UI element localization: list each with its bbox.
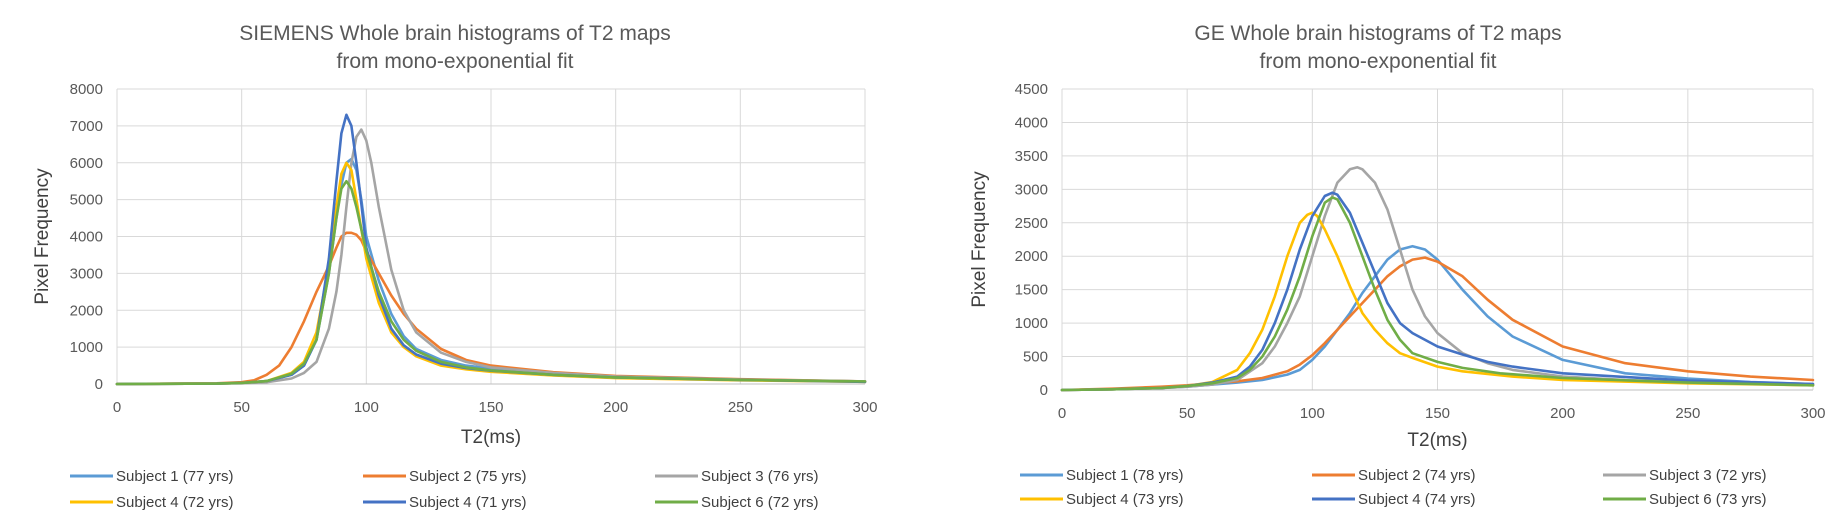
y-axis-label: Pixel Frequency (32, 168, 53, 305)
legend-label: Subject 4 (73 yrs) (1066, 491, 1184, 508)
x-axis-label: T2(ms) (461, 427, 521, 448)
y-tick-label: 2000 (70, 302, 103, 319)
legend-label: Subject 3 (72 yrs) (1649, 467, 1767, 484)
y-tick-label: 1000 (70, 339, 103, 356)
y-axis-label: Pixel Frequency (969, 171, 990, 308)
series-line-3 (115, 128, 867, 386)
y-tick-label: 7000 (70, 118, 103, 135)
y-tick-label: 500 (1023, 349, 1048, 366)
legend-label: Subject 3 (76 yrs) (701, 468, 819, 485)
legend-label: Subject 4 (72 yrs) (116, 494, 234, 511)
x-tick-label: 250 (1675, 405, 1700, 422)
legend-label: Subject 4 (74 yrs) (1358, 491, 1476, 508)
series-line-6 (115, 179, 867, 386)
y-tick-label: 4000 (1015, 114, 1048, 131)
y-tick-label: 3000 (1015, 181, 1048, 198)
x-tick-label: 200 (603, 399, 628, 416)
y-tick-label: 0 (95, 376, 103, 393)
chart-title: SIEMENS Whole brain histograms of T2 map… (239, 22, 670, 45)
series-line-6 (1060, 196, 1815, 392)
x-tick-label: 50 (1179, 405, 1196, 422)
x-tick-label: 100 (1300, 405, 1325, 422)
legend-label: Subject 6 (73 yrs) (1649, 491, 1767, 508)
x-tick-label: 200 (1550, 405, 1575, 422)
x-tick-label: 300 (852, 399, 877, 416)
legend-label: Subject 1 (78 yrs) (1066, 467, 1184, 484)
x-tick-label: 100 (354, 399, 379, 416)
y-tick-label: 8000 (70, 81, 103, 98)
legend-label: Subject 4 (71 yrs) (409, 494, 527, 511)
x-tick-label: 0 (1058, 405, 1066, 422)
x-tick-label: 50 (233, 399, 250, 416)
chart-1: SIEMENS Whole brain histograms of T2 map… (32, 22, 878, 511)
y-tick-label: 0 (1040, 382, 1048, 399)
x-tick-label: 150 (478, 399, 503, 416)
y-tick-label: 3000 (70, 265, 103, 282)
y-tick-label: 6000 (70, 155, 103, 172)
chart-subtitle: from mono-exponential fit (1260, 50, 1497, 73)
y-tick-label: 3500 (1015, 148, 1048, 165)
y-tick-label: 2000 (1015, 248, 1048, 265)
x-tick-label: 250 (728, 399, 753, 416)
y-tick-label: 5000 (70, 192, 103, 209)
chart-subtitle: from mono-exponential fit (337, 50, 574, 73)
series-line-2 (115, 231, 867, 386)
legend-label: Subject 6 (72 yrs) (701, 494, 819, 511)
x-tick-label: 150 (1425, 405, 1450, 422)
legend-label: Subject 1 (77 yrs) (116, 468, 234, 485)
series-line-3 (1060, 166, 1815, 392)
y-tick-label: 2500 (1015, 215, 1048, 232)
legend-label: Subject 2 (75 yrs) (409, 468, 527, 485)
x-tick-label: 0 (113, 399, 121, 416)
y-tick-label: 4000 (70, 229, 103, 246)
chart-title: GE Whole brain histograms of T2 maps (1194, 22, 1561, 45)
y-tick-label: 1000 (1015, 315, 1048, 332)
chart-2: GE Whole brain histograms of T2 maps from… (969, 22, 1826, 508)
y-tick-label: 4500 (1015, 81, 1048, 98)
x-axis-label: T2(ms) (1407, 430, 1467, 451)
y-tick-label: 1500 (1015, 282, 1048, 299)
x-tick-label: 300 (1800, 405, 1825, 422)
legend-label: Subject 2 (74 yrs) (1358, 467, 1476, 484)
series-line-4 (1060, 211, 1815, 392)
